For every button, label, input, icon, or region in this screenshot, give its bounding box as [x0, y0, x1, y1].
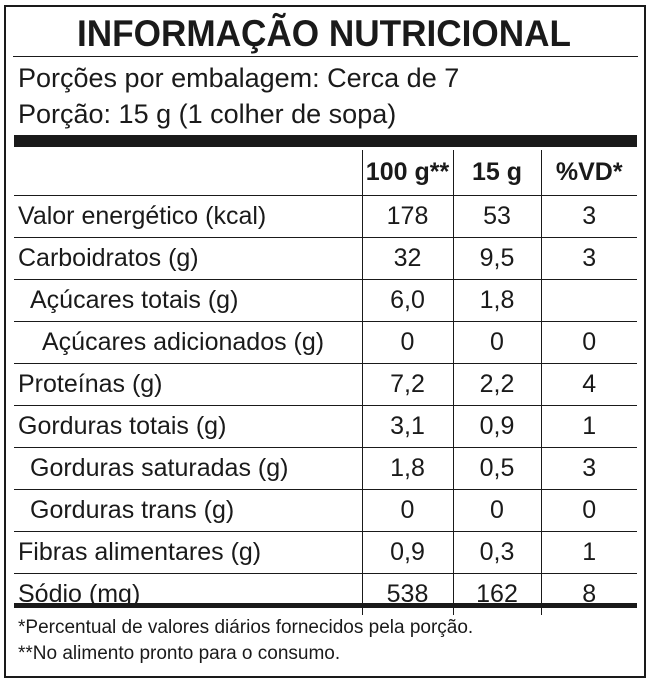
- thick-divider-top: [14, 135, 637, 147]
- value-vd: 0: [540, 321, 637, 364]
- label-title-text: INFORMAÇÃO NUTRICIONAL: [76, 13, 571, 54]
- value-vd: [540, 279, 637, 322]
- nutrient-label: Gorduras totais (g): [14, 405, 362, 448]
- value-100g: 0,9: [361, 531, 453, 574]
- nutrient-label: Gorduras trans (g): [14, 489, 362, 532]
- serving-size: Porção: 15 g (1 colher de sopa): [18, 99, 397, 129]
- table-row: Gorduras saturadas (g) 1,8 0,5 3: [14, 447, 637, 490]
- value-100g: 178: [361, 195, 453, 238]
- value-vd: 3: [540, 195, 637, 238]
- value-100g: 538: [361, 573, 453, 615]
- header-100g: 100 g**: [361, 150, 453, 196]
- header-portion: 15 g: [452, 150, 541, 196]
- value-vd: 0: [540, 489, 637, 532]
- nutrient-label: Proteínas (g): [14, 363, 362, 406]
- table-row: Carboidratos (g) 32 9,5 3: [14, 237, 637, 280]
- footnote-100g: **No alimento pronto para o consumo.: [18, 643, 341, 664]
- table-row: Gorduras totais (g) 3,1 0,9 1: [14, 405, 637, 448]
- header-vd: %VD*: [540, 150, 637, 196]
- header-blank: [14, 150, 362, 196]
- value-vd: 1: [540, 531, 637, 574]
- value-vd: 3: [540, 447, 637, 490]
- nutrition-table: 100 g** 15 g %VD* Valor energético (kcal…: [14, 150, 637, 615]
- table-row: Proteínas (g) 7,2 2,2 4: [14, 363, 637, 406]
- value-portion: 1,8: [452, 279, 541, 322]
- value-portion: 162: [452, 573, 541, 615]
- label-title: INFORMAÇÃO NUTRICIONAL: [0, 14, 648, 54]
- value-portion: 0,3: [452, 531, 541, 574]
- value-portion: 0,5: [452, 447, 541, 490]
- label-border: [4, 5, 646, 678]
- table-row: Valor energético (kcal) 178 53 3: [14, 195, 637, 238]
- value-portion: 0,9: [452, 405, 541, 448]
- table-row: Açúcares totais (g) 6,0 1,8: [14, 279, 637, 322]
- value-vd: 1: [540, 405, 637, 448]
- value-vd: 3: [540, 237, 637, 280]
- value-vd: 4: [540, 363, 637, 406]
- table-row: Gorduras trans (g) 0 0 0: [14, 489, 637, 532]
- value-100g: 6,0: [361, 279, 453, 322]
- nutrient-label: Sódio (mg): [18, 580, 141, 608]
- value-100g: 0: [361, 489, 453, 532]
- value-100g: 32: [361, 237, 453, 280]
- table-header-row: 100 g** 15 g %VD*: [14, 150, 637, 196]
- value-vd: 8: [540, 573, 637, 615]
- table-row: Açúcares adicionados (g) 0 0 0: [14, 321, 637, 364]
- table-row: Fibras alimentares (g) 0,9 0,3 1: [14, 531, 637, 574]
- thick-divider-bottom: [14, 603, 637, 608]
- title-divider: [13, 56, 638, 57]
- value-100g: 7,2: [361, 363, 453, 406]
- nutrient-label: Valor energético (kcal): [14, 195, 362, 238]
- value-100g: 3,1: [361, 405, 453, 448]
- value-portion: 2,2: [452, 363, 541, 406]
- nutrient-label: Fibras alimentares (g): [14, 531, 362, 574]
- value-portion: 0: [452, 321, 541, 364]
- value-100g: 0: [361, 321, 453, 364]
- nutrient-label: Gorduras saturadas (g): [14, 447, 362, 490]
- value-100g: 1,8: [361, 447, 453, 490]
- value-portion: 53: [452, 195, 541, 238]
- value-portion: 0: [452, 489, 541, 532]
- nutrient-label: Açúcares totais (g): [14, 279, 362, 322]
- nutrient-label: Carboidratos (g): [14, 237, 362, 280]
- servings-per-package: Porções por embalagem: Cerca de 7: [18, 63, 460, 93]
- table-row: Sódio (mg) 538 162 8: [14, 573, 637, 615]
- nutrient-label: Açúcares adicionados (g): [14, 321, 362, 364]
- value-portion: 9,5: [452, 237, 541, 280]
- footnote-vd: *Percentual de valores diários fornecido…: [18, 617, 474, 638]
